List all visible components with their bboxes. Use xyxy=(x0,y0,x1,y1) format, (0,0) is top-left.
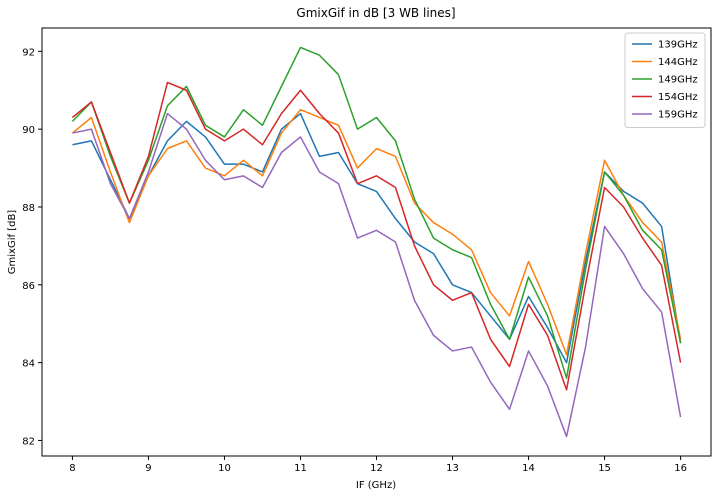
y-tick-label: 82 xyxy=(22,436,35,447)
y-axis-title: GmixGif [dB] xyxy=(7,210,18,275)
y-tick-label: 92 xyxy=(22,47,35,58)
x-axis: 8 9 10 11 12 13 14 15 16 xyxy=(69,456,687,474)
x-tick-label: 15 xyxy=(598,463,611,474)
x-tick-label: 11 xyxy=(294,463,307,474)
series-line-154GHz xyxy=(71,81,682,391)
chart-title: GmixGif in dB [3 WB lines] xyxy=(296,6,455,20)
x-tick-label: 12 xyxy=(370,463,383,474)
y-tick-label: 90 xyxy=(22,125,35,136)
legend-label: 144GHz xyxy=(658,57,698,68)
y-axis: 82 84 86 88 90 92 xyxy=(22,47,42,447)
y-tick-label: 88 xyxy=(22,203,35,214)
series-line-144GHz xyxy=(71,108,682,356)
series-line-149GHz xyxy=(71,46,682,379)
series-line-159GHz xyxy=(72,112,682,438)
legend-label: 159GHz xyxy=(658,110,698,121)
plot-frame xyxy=(41,27,712,457)
x-tick-label: 9 xyxy=(145,463,151,474)
x-tick-label: 16 xyxy=(674,463,687,474)
x-tick-label: 10 xyxy=(218,463,231,474)
legend-label: 149GHz xyxy=(658,75,698,86)
plot-lines xyxy=(71,46,682,438)
x-axis-title: IF (GHz) xyxy=(356,480,396,491)
y-tick-label: 86 xyxy=(22,281,35,292)
x-tick-label: 8 xyxy=(69,463,75,474)
legend-label: 154GHz xyxy=(658,92,698,103)
x-tick-label: 13 xyxy=(446,463,459,474)
y-tick-label: 84 xyxy=(22,359,35,370)
legend-label: 139GHz xyxy=(658,40,698,51)
legend-box xyxy=(624,32,706,128)
series-line-139GHz xyxy=(72,112,682,364)
legend: 139GHz 144GHz 149GHz 154GHz 159GHz xyxy=(624,32,706,128)
x-tick-label: 14 xyxy=(522,463,535,474)
